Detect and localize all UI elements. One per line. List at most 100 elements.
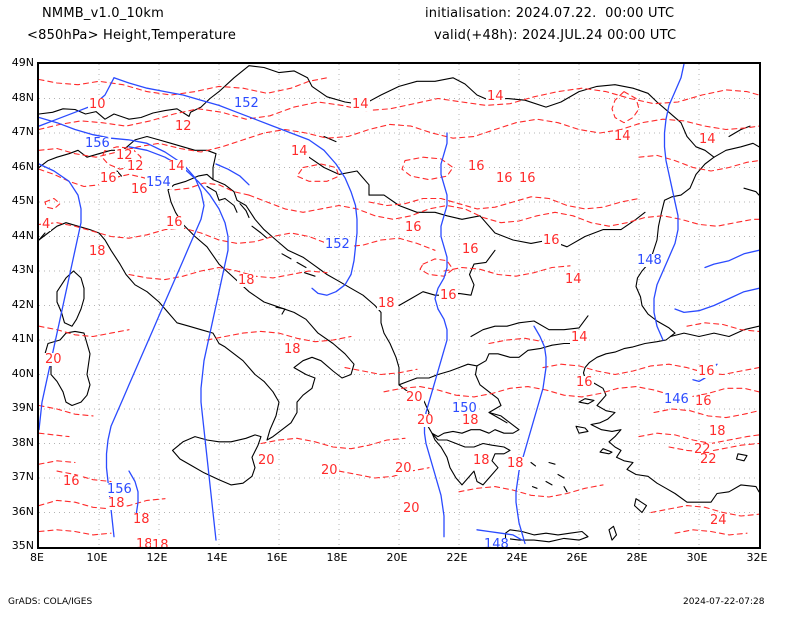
temperature-contour-path (101, 146, 142, 170)
temperature-contour-label: 16 (495, 171, 514, 186)
temperature-contour-path (443, 265, 571, 277)
temperature-contour-label: 20 (402, 501, 421, 516)
temperature-contour-label: 16 (165, 215, 184, 230)
height-contour-path (215, 163, 250, 186)
coastline-path (206, 185, 226, 201)
temperature-contour-path (39, 222, 436, 251)
temperature-contour-path (39, 529, 112, 536)
height-contour-path (476, 529, 523, 541)
y-axis-tick-label: 46N (11, 159, 34, 173)
temperature-contour-label: 18 (151, 539, 170, 547)
height-contour-path (39, 116, 205, 538)
height-contour-label: 152 (233, 96, 260, 111)
coastline-path (398, 341, 589, 386)
x-axis-tick-label: 14E (206, 551, 228, 564)
y-axis-tick-label: 38N (11, 435, 34, 449)
temperature-contour-path (401, 156, 454, 181)
temperature-contour-path (248, 194, 759, 227)
y-axis-tick-label: 48N (11, 90, 34, 104)
coastline-path (368, 194, 646, 248)
x-axis-tick-label: 12E (146, 551, 168, 564)
height-contour-path (113, 77, 358, 276)
coastline-path (504, 529, 589, 543)
coastline-path (599, 448, 613, 455)
temperature-contour-label: 18 (461, 413, 480, 428)
temperature-contour-label: 16 (542, 233, 561, 248)
x-axis-tick-label: 20E (386, 551, 408, 564)
model-name-label: NMMB_v1.0_10km (42, 6, 164, 21)
coastline-path (557, 473, 565, 479)
coastline-path (575, 425, 589, 434)
temperature-contour-path (653, 408, 759, 419)
temperature-contour-path (206, 330, 352, 343)
coastline-path (548, 461, 556, 465)
coastline-path (293, 149, 370, 196)
temperature-contour-label: 16 (694, 394, 713, 409)
temperature-contour-label: 14 (698, 132, 717, 147)
coastline-path (545, 480, 553, 486)
coastline-path (275, 306, 286, 315)
grads-credit-label: GrADS: COLA/IGES (8, 597, 93, 607)
coastline-path (239, 203, 250, 219)
temperature-contour-label: 16 (439, 288, 458, 303)
temperature-contour-label: 20 (394, 461, 413, 476)
map-plot-area: 10 152 14 14 12 14 156 14 12 12 14 16 16 16 16 154 16 14 1… (37, 62, 761, 549)
temperature-contour-path (674, 529, 748, 536)
x-axis-tick-label: 8E (30, 551, 44, 564)
temperature-contour-path (39, 168, 250, 196)
temperature-contour-label: 20 (44, 352, 63, 367)
temperature-contour-label: 16 (62, 474, 81, 489)
coastline-path (431, 432, 511, 486)
height-contour-path (39, 77, 115, 127)
y-axis-tick-label: 49N (11, 56, 34, 69)
temperature-contour-path (39, 118, 759, 158)
x-axis-tick-label: 28E (626, 551, 648, 564)
temperature-contour-label: 18 (506, 456, 525, 471)
x-axis-tick-label: 16E (266, 551, 288, 564)
coastline-path (39, 232, 46, 241)
height-contour-label: 148 (483, 538, 510, 547)
temperature-contour-path (296, 163, 340, 182)
coastline-path (563, 486, 568, 493)
coastline-path (296, 261, 307, 269)
temperature-contour-path (650, 505, 759, 517)
temperature-contour-path (39, 77, 328, 96)
temperature-contour-label: 16 (404, 220, 423, 235)
coastline-path (728, 125, 751, 138)
coastline-path (530, 461, 537, 467)
temperature-contour-path (686, 322, 759, 332)
temperature-contour-label: 16 (461, 242, 480, 257)
temperature-contour-path (419, 258, 454, 277)
temperature-contour-label: 18 (472, 453, 491, 468)
temperature-contour-path (458, 484, 604, 498)
temperature-contour-label: 20 (257, 453, 276, 468)
temperature-contour-label: 12 (115, 148, 134, 163)
x-axis-tick-label: 30E (686, 551, 708, 564)
temperature-contour-path (39, 432, 70, 438)
x-axis-tick-label: 10E (86, 551, 108, 564)
y-axis-tick-label: 36N (11, 504, 34, 518)
temperature-contour-group (39, 77, 759, 536)
height-contour-label: 154 (145, 175, 172, 190)
coastline-path (251, 225, 268, 239)
coastline-path (39, 173, 355, 441)
temperature-contour-path (260, 437, 406, 450)
height-contour-path (128, 146, 229, 541)
coastline-path (398, 249, 496, 307)
temperature-contour-label: 20 (320, 463, 339, 478)
temperature-contour-label: 20 (416, 413, 435, 428)
temperature-contour-label: 16 (99, 171, 118, 186)
coastline-path (44, 330, 91, 407)
coastline-path (633, 498, 648, 514)
y-axis-tick-label: 47N (11, 125, 34, 138)
coastline-path (281, 253, 292, 260)
temperature-contour-path (39, 460, 76, 465)
height-contour-path (653, 64, 685, 341)
temperature-contour-path (344, 367, 418, 376)
y-axis-tick-label: 43N (11, 263, 34, 276)
temperature-contour-label: 18 (132, 512, 151, 527)
temperature-contour-label: 14 (167, 159, 186, 174)
temperature-contour-label: 14 (570, 330, 589, 345)
height-contour-label: 148 (636, 253, 663, 268)
y-axis-tick-label: 35N (11, 539, 34, 552)
